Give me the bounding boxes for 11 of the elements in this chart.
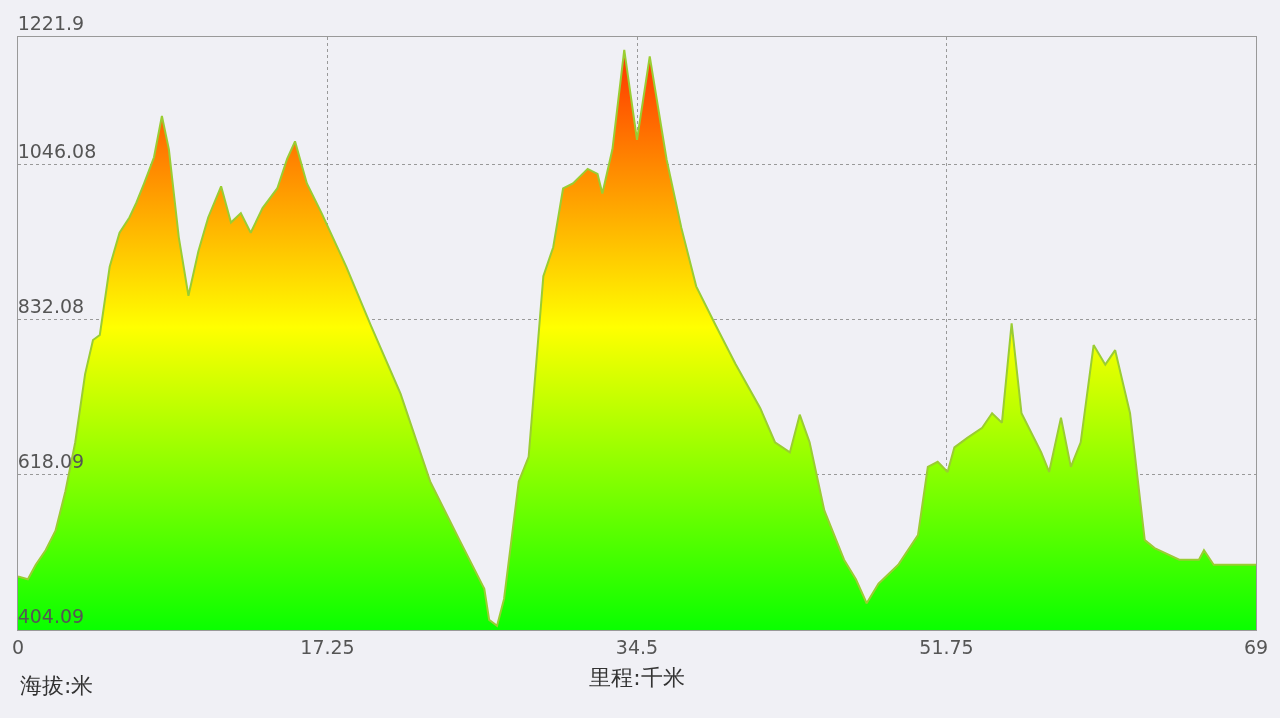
y-tick-label: 404.09 [17,605,85,628]
x-tick-label: 34.5 [615,635,659,658]
x-tick-label: 17.25 [300,635,355,658]
y-tick-label: 1046.08 [17,139,97,162]
text: 海拔:米 [20,673,94,698]
x-tick-label: 51.75 [919,635,974,658]
x-tick-label: 69 [1243,635,1269,658]
y-tick-label: 832.08 [17,295,85,318]
x-axis-title: 里程:千米 [589,664,685,690]
x-tick-label: 0 [11,635,25,658]
y-tick-label: 1221.9 [17,12,85,35]
